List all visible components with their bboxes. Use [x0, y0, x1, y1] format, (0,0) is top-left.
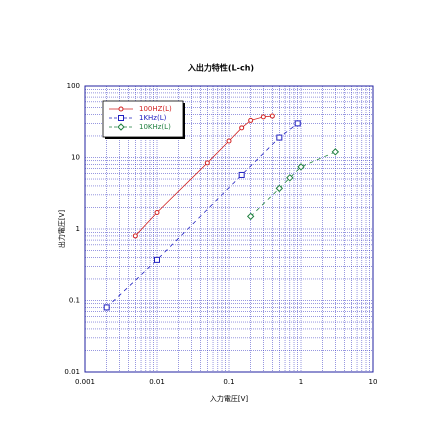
marker [154, 210, 160, 216]
marker [117, 123, 125, 131]
marker [297, 163, 305, 171]
y-tick-label: 0.1 [69, 297, 80, 305]
marker [276, 134, 283, 141]
marker [132, 233, 138, 239]
x-tick-label: 1 [299, 378, 303, 386]
legend-label: 1KHz(L) [139, 114, 167, 122]
x-axis-label: 入力電圧[V] [210, 394, 249, 403]
marker [286, 174, 294, 182]
marker [154, 256, 160, 263]
marker [246, 212, 255, 221]
marker [331, 148, 340, 156]
series-line [250, 151, 336, 217]
marker [275, 184, 284, 193]
chart-title: 入出力特性(L-ch) [187, 63, 254, 73]
y-tick-label: 1 [76, 225, 80, 233]
legend-label: 100HZ(L) [139, 105, 172, 113]
legend [102, 100, 184, 138]
x-tick-label: 0.01 [149, 378, 165, 386]
marker [103, 304, 110, 311]
x-tick-label: 10 [369, 378, 378, 386]
y-tick-label: 0.01 [64, 368, 80, 376]
y-tick-label: 10 [71, 154, 80, 162]
x-tick-label: 0.001 [75, 378, 95, 386]
y-tick-label: 100 [67, 82, 80, 90]
marker [248, 117, 254, 123]
series-line [106, 123, 298, 308]
plot-frame [84, 85, 374, 373]
marker [294, 120, 301, 127]
marker [118, 106, 124, 112]
marker [238, 171, 245, 178]
marker [239, 125, 245, 131]
x-tick-label: 0.1 [223, 378, 234, 386]
marker [260, 114, 266, 120]
marker [118, 115, 124, 121]
marker [269, 113, 275, 119]
marker [204, 160, 210, 166]
marker [226, 138, 232, 144]
y-axis-label: 出力電圧[V] [57, 210, 66, 249]
legend-label: 10KHz(L) [139, 123, 171, 131]
